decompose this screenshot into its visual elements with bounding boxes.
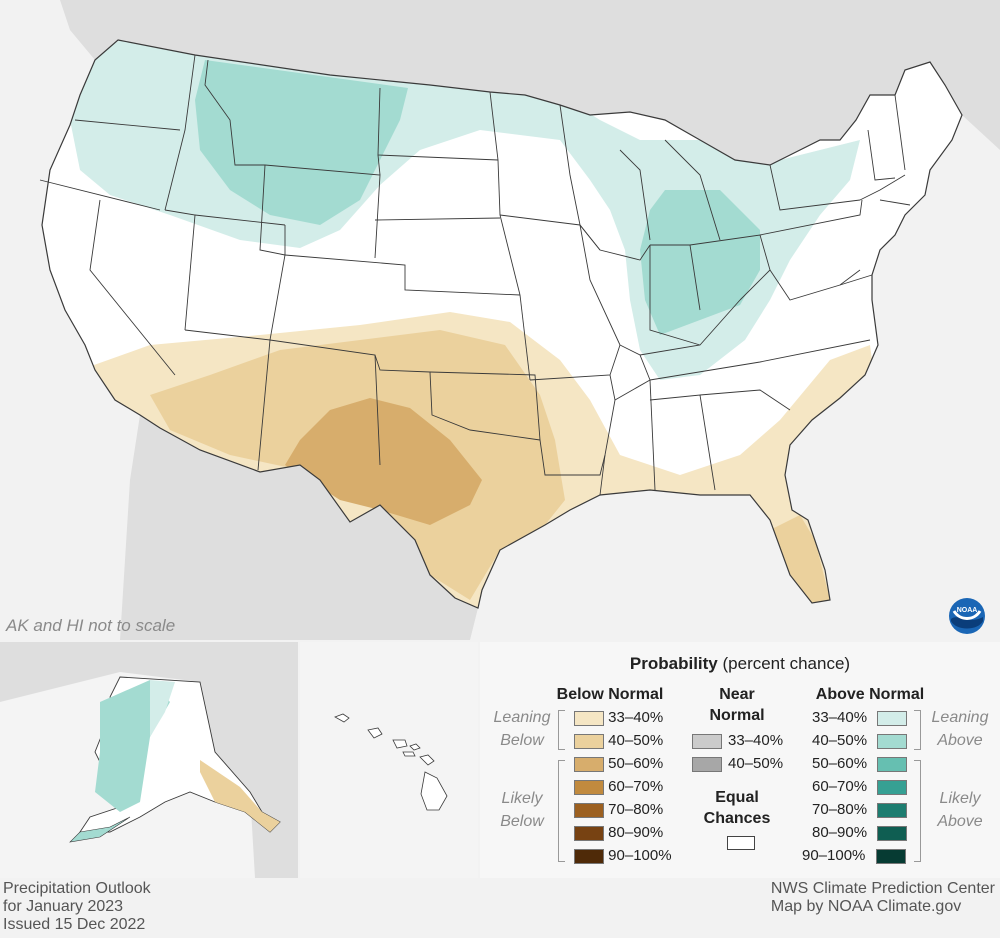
bracket-likely-above xyxy=(914,760,921,862)
above-row-6: 80–90% xyxy=(812,823,908,843)
leaning-above-label: Leaning Above xyxy=(931,709,989,749)
near-swatch-2 xyxy=(692,756,722,772)
state-borders xyxy=(39,39,963,609)
above-swatch-5 xyxy=(877,802,908,818)
equal-chances-swatch xyxy=(727,836,755,850)
alaska-inset xyxy=(0,642,298,878)
below-normal-heading: Below Normal xyxy=(556,686,664,703)
above-row-1: 33–40% xyxy=(812,708,908,728)
above-row-3: 50–60% xyxy=(812,754,908,774)
below-swatch-4 xyxy=(574,779,604,795)
hawaii-inset xyxy=(300,642,478,878)
below-likely-50 xyxy=(285,398,482,525)
above-swatch-1 xyxy=(877,710,908,726)
above-likely-east xyxy=(640,190,760,335)
scale-note: AK and HI not to scale xyxy=(6,616,176,635)
above-row-7: 90–100% xyxy=(802,846,906,866)
conus-map xyxy=(39,0,1000,640)
credit-line-2: Map by NOAA Climate.gov xyxy=(770,898,962,915)
canada-land xyxy=(60,0,1000,165)
above-row-2: 40–50% xyxy=(812,731,908,751)
above-swatch-7 xyxy=(875,848,906,864)
svg-text:NOAA: NOAA xyxy=(957,607,978,614)
below-swatch-3 xyxy=(574,756,604,772)
leaning-below-label: Leaning Below xyxy=(493,709,551,749)
below-row-1: 33–40% xyxy=(568,708,663,728)
bracket-leaning-above xyxy=(914,710,921,750)
credit-line-1: NWS Climate Prediction Center xyxy=(770,880,995,897)
above-row-4: 60–70% xyxy=(812,777,908,797)
below-row-6: 80–90% xyxy=(568,823,663,843)
footer-line-3: Issued 15 Dec 2022 xyxy=(3,916,146,933)
bracket-leaning-below xyxy=(558,710,565,750)
legend-panel: Probability (percent chance) Below Norma… xyxy=(480,642,1000,878)
below-row-3: 50–60% xyxy=(568,754,663,774)
below-row-4: 60–70% xyxy=(568,777,663,797)
below-swatch-6 xyxy=(574,825,604,841)
noaa-logo: NOAA xyxy=(949,598,985,634)
near-normal-heading: Near Normal xyxy=(709,686,765,724)
below-row-5: 70–80% xyxy=(568,800,663,820)
footer-outlook-info: Precipitation Outlook for January 2023 I… xyxy=(3,880,151,934)
near-row-1: 33–40% xyxy=(692,731,783,751)
below-swatch-2 xyxy=(574,733,604,749)
mexico-land xyxy=(120,415,478,640)
below-swatch-7 xyxy=(574,848,604,864)
above-swatch-3 xyxy=(877,756,908,772)
footer-line-2: for January 2023 xyxy=(3,898,124,915)
below-row-2: 40–50% xyxy=(568,731,663,751)
above-swatch-4 xyxy=(877,779,908,795)
near-swatch-1 xyxy=(692,733,722,749)
equal-chances-heading: Equal Chances xyxy=(703,789,771,827)
below-row-7: 90–100% xyxy=(568,846,672,866)
above-normal-heading: Above Normal xyxy=(815,686,925,703)
legend-title: Probability (percent chance) xyxy=(629,654,851,673)
above-swatch-6 xyxy=(877,825,908,841)
above-swatch-2 xyxy=(877,733,908,749)
bracket-likely-below xyxy=(558,760,565,862)
below-likely-florida xyxy=(770,515,830,605)
below-swatch-1 xyxy=(574,710,604,726)
footer-line-1: Precipitation Outlook xyxy=(3,880,151,897)
above-likely-north xyxy=(195,60,408,225)
near-row-2: 40–50% xyxy=(692,754,783,774)
footer-credits: NWS Climate Prediction Center Map by NOA… xyxy=(771,880,995,916)
likely-above-label: Likely Above xyxy=(937,790,983,830)
below-swatch-5 xyxy=(574,802,604,818)
likely-below-label: Likely Below xyxy=(500,790,544,830)
above-row-5: 70–80% xyxy=(812,800,908,820)
